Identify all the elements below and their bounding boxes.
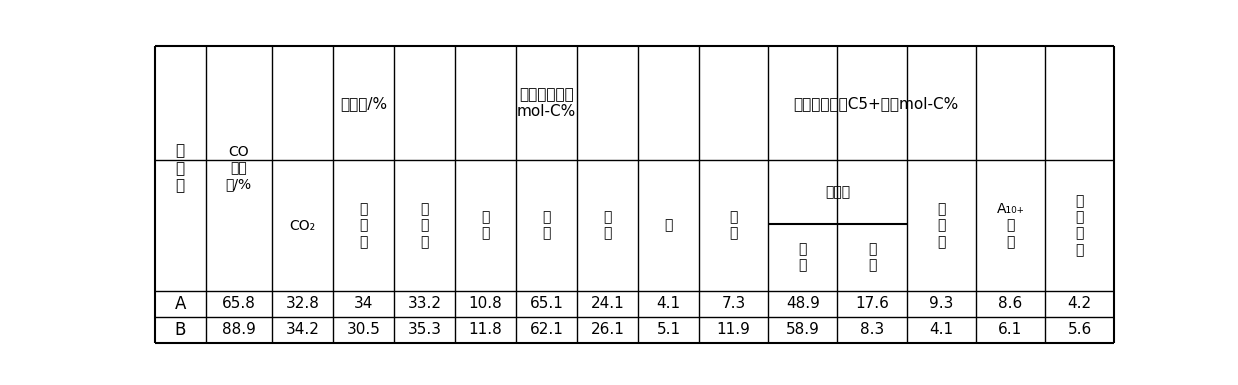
Text: A: A (175, 295, 186, 313)
Text: 32.8: 32.8 (285, 296, 319, 311)
Text: 选择性/%: 选择性/% (339, 96, 387, 111)
Text: 30.5: 30.5 (347, 322, 380, 337)
Text: 6.1: 6.1 (998, 322, 1023, 337)
Text: 液态烃分布（C5+），mol-C%: 液态烃分布（C5+），mol-C% (794, 96, 958, 111)
Text: 24.1: 24.1 (591, 296, 624, 311)
Text: 17.6: 17.6 (855, 296, 889, 311)
Text: 10.8: 10.8 (468, 296, 503, 311)
Text: 7.3: 7.3 (722, 296, 745, 311)
Text: 9.3: 9.3 (928, 296, 953, 311)
Text: 88.9: 88.9 (222, 322, 255, 337)
Text: 对
位: 对 位 (799, 242, 807, 273)
Text: 34: 34 (354, 296, 373, 311)
Text: 三
甲
苯: 三 甲 苯 (937, 203, 946, 249)
Text: 气
态
烃: 气 态 烃 (359, 203, 368, 249)
Text: 气态烃分布，
mol-C%: 气态烃分布， mol-C% (516, 87, 576, 119)
Text: 烷
烃: 烷 烃 (603, 211, 612, 241)
Text: 35.3: 35.3 (407, 322, 442, 337)
Text: 其
它
烷
烃: 其 它 烷 烃 (1076, 194, 1083, 257)
Text: 4.2: 4.2 (1067, 296, 1092, 311)
Text: 8.6: 8.6 (998, 296, 1023, 311)
Text: 甲
苯: 甲 苯 (729, 211, 738, 241)
Text: 62.1: 62.1 (530, 322, 563, 337)
Text: 65.8: 65.8 (222, 296, 255, 311)
Text: 4.1: 4.1 (656, 296, 681, 311)
Text: 58.9: 58.9 (786, 322, 820, 337)
Text: A₁₀₊
芳
烃: A₁₀₊ 芳 烃 (997, 203, 1024, 249)
Text: 其
它: 其 它 (868, 242, 877, 273)
Text: 二甲苯: 二甲苯 (825, 185, 851, 199)
Text: 33.2: 33.2 (407, 296, 442, 311)
Text: 催
化
剂: 催 化 剂 (176, 144, 184, 193)
Text: 液
态
烃: 液 态 烃 (420, 203, 428, 249)
Text: 11.8: 11.8 (468, 322, 503, 337)
Text: 甲
烷: 甲 烷 (482, 211, 489, 241)
Text: 65.1: 65.1 (530, 296, 563, 311)
Text: 4.1: 4.1 (930, 322, 953, 337)
Text: 48.9: 48.9 (786, 296, 820, 311)
Text: B: B (175, 321, 186, 339)
Text: CO₂: CO₂ (290, 219, 316, 233)
Text: 26.1: 26.1 (591, 322, 624, 337)
Text: 5.1: 5.1 (656, 322, 681, 337)
Text: 11.9: 11.9 (717, 322, 750, 337)
Text: 烯
烃: 烯 烃 (542, 211, 551, 241)
Text: 8.3: 8.3 (860, 322, 884, 337)
Text: 5.6: 5.6 (1067, 322, 1092, 337)
Text: 苯: 苯 (665, 219, 672, 233)
Text: CO
转化
率/%: CO 转化 率/% (225, 145, 251, 192)
Text: 34.2: 34.2 (285, 322, 319, 337)
